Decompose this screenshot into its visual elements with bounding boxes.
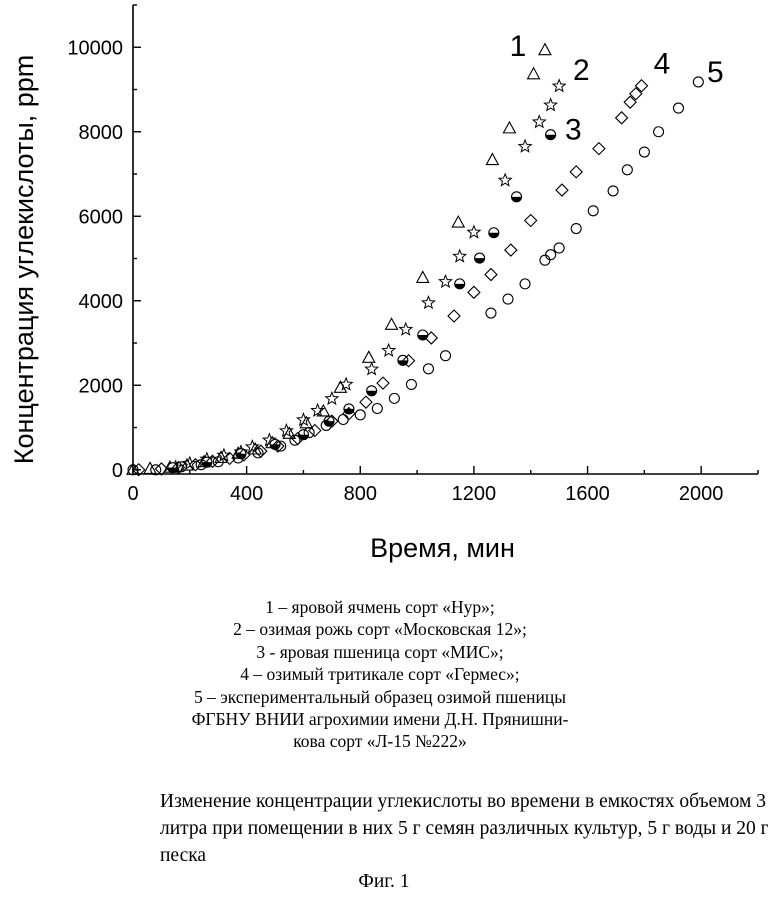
y-tick-label: 2000 [79, 375, 124, 397]
data-point-series-4 [556, 184, 568, 196]
data-point-series-4 [616, 112, 628, 124]
data-point-series-1 [363, 351, 375, 362]
series-3-half-circle [168, 130, 556, 473]
data-point-series-2 [533, 116, 545, 128]
data-point-series-2 [422, 296, 434, 308]
series-annotation-4: 4 [654, 47, 671, 80]
series-annotation-3: 3 [565, 113, 582, 146]
data-point-series-2 [383, 344, 395, 356]
data-point-series-5 [639, 147, 649, 157]
data-point-series-2 [184, 457, 196, 469]
data-point-series-2 [439, 275, 451, 287]
data-point-series-5 [520, 279, 530, 289]
x-tick-label: 0 [127, 483, 138, 505]
data-point-series-5 [355, 410, 365, 420]
series-annotation-5: 5 [707, 56, 724, 89]
y-tick-label: 4000 [79, 291, 124, 313]
data-point-series-5 [486, 308, 496, 318]
data-point-series-1 [539, 44, 551, 55]
x-tick-label: 1200 [452, 483, 497, 505]
data-point-series-2 [297, 413, 309, 425]
y-tick-label: 8000 [79, 122, 124, 144]
data-point-series-5 [441, 351, 451, 361]
data-point-series-1 [452, 216, 464, 227]
data-point-series-2 [553, 80, 565, 92]
series-1-triangle [127, 44, 551, 475]
data-point-series-4 [570, 166, 582, 178]
legend-line-1: 1 – яровой ячмень сорт «Нур»; [150, 596, 610, 618]
series-annotation-1: 1 [510, 30, 527, 63]
legend-line-6: ФГБНУ ВНИИ агрохимии имени Д.Н. Прянишни… [150, 708, 610, 730]
data-point-series-5 [389, 393, 399, 403]
data-point-series-5 [608, 186, 618, 196]
x-tick-label: 800 [344, 483, 377, 505]
data-point-series-4 [468, 286, 480, 298]
y-tick-label: 10000 [67, 37, 123, 59]
data-point-series-2 [400, 323, 412, 335]
data-point-series-2 [340, 378, 352, 390]
data-point-series-2 [246, 440, 258, 452]
data-point-series-5 [406, 379, 416, 389]
data-point-series-5 [423, 364, 433, 374]
data-point-series-4 [448, 310, 460, 322]
figure-caption: Изменение концентрации углекислоты во вр… [160, 788, 768, 869]
data-point-series-4 [377, 377, 389, 389]
data-point-series-5 [571, 224, 581, 234]
data-point-series-2 [311, 404, 323, 416]
data-point-series-4 [309, 424, 321, 436]
series-2-star [169, 80, 565, 473]
data-point-series-5 [554, 243, 564, 253]
legend-line-3: 3 - яровая пшеница сорт «МИС»; [150, 641, 610, 663]
series-legend: 1 – яровой ячмень сорт «Нур»; 2 – озимая… [150, 596, 610, 753]
data-point-series-2 [365, 363, 377, 375]
data-point-series-2 [499, 174, 511, 186]
co2-scatter-chart: 0 400 800 1200 1600 2000 0 2000 4000 6000 8000 1000… [0, 0, 768, 590]
data-point-series-1 [144, 462, 156, 473]
data-point-series-5 [622, 165, 632, 175]
data-point-series-1 [486, 154, 498, 165]
x-tick-label: 400 [230, 483, 263, 505]
x-axis-title: Время, мин [370, 533, 515, 563]
data-point-series-2 [326, 392, 338, 404]
data-point-series-5 [503, 294, 513, 304]
data-point-series-1 [503, 122, 515, 133]
data-point-series-5 [546, 250, 556, 260]
data-point-series-2 [544, 99, 556, 111]
data-point-series-4 [593, 143, 605, 155]
legend-line-2: 2 – озимая рожь сорт «Московская 12»; [150, 618, 610, 640]
data-point-series-4 [360, 396, 372, 408]
data-point-series-2 [280, 424, 292, 436]
y-tick-label: 0 [112, 460, 123, 482]
x-tick-label: 2000 [679, 483, 724, 505]
chart-svg: 0 400 800 1200 1600 2000 0 2000 4000 6000 8000 1000… [0, 0, 768, 590]
data-point-series-5 [338, 414, 348, 424]
y-tick-label: 6000 [79, 206, 124, 228]
legend-line-5: 5 – экспериментальный образец озимой пше… [150, 686, 610, 708]
data-point-series-4 [505, 244, 517, 256]
data-point-series-5 [654, 127, 664, 137]
data-point-series-5 [540, 255, 550, 265]
figure-label: Фиг. 1 [0, 871, 768, 893]
data-point-series-2 [519, 140, 531, 152]
data-point-series-4 [485, 269, 497, 281]
data-point-series-5 [372, 404, 382, 414]
y-axis-title: Концентрация углекислоты, ppm [9, 55, 39, 465]
data-point-series-5 [253, 448, 263, 458]
data-point-series-5 [693, 77, 703, 87]
x-tick-label: 1600 [565, 483, 610, 505]
legend-line-7: кова сорт «Л-15 №222» [150, 730, 610, 752]
data-point-series-1 [386, 318, 398, 329]
data-point-series-2 [454, 250, 466, 262]
series-5-circle [128, 77, 703, 475]
data-point-series-2 [468, 226, 480, 238]
data-point-series-1 [417, 271, 429, 282]
data-point-series-4 [525, 214, 537, 226]
data-point-series-5 [673, 103, 683, 113]
data-point-series-1 [528, 68, 540, 79]
legend-line-4: 4 – озимый тритикале сорт «Гермес»; [150, 663, 610, 685]
series-annotation-2: 2 [573, 54, 590, 87]
data-point-series-5 [588, 206, 598, 216]
